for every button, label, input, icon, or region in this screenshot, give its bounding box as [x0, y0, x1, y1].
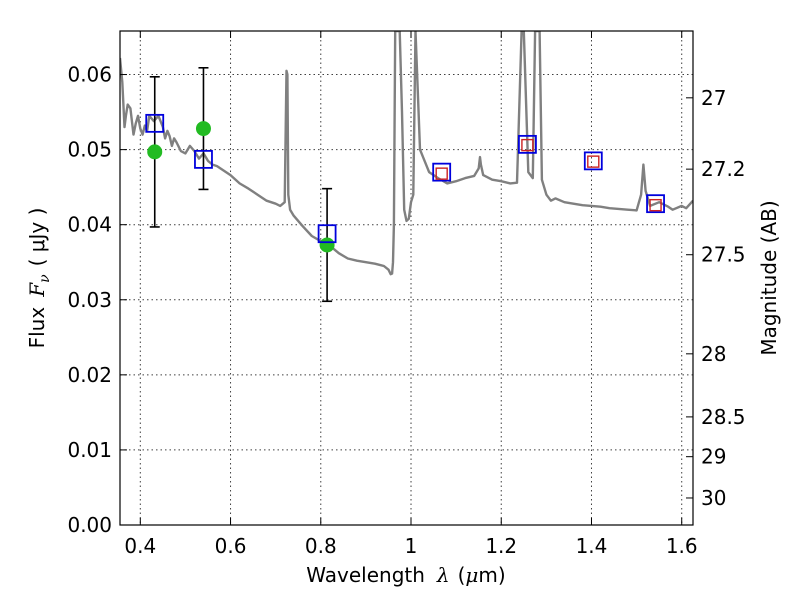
model-photometry-square — [317, 224, 337, 244]
y-tick-label: 0.00 — [67, 513, 112, 537]
predicted-flux-square — [521, 138, 534, 152]
y-tick-label: 0.04 — [67, 213, 112, 237]
model-photometry-squares — [145, 113, 665, 244]
x-tick-label: 1.2 — [485, 534, 517, 558]
plot-frame — [119, 30, 694, 526]
x-tick-label: 0.4 — [124, 534, 156, 558]
plot-area — [120, 31, 693, 303]
y-tick-label: 0.01 — [67, 438, 112, 462]
model-spectrum-line — [120, 31, 693, 276]
model-photometry-square — [432, 162, 452, 182]
y-tick-label: 0.02 — [67, 363, 112, 387]
model-photometry-square — [646, 194, 665, 214]
magnitude-tick-label: 28 — [701, 342, 726, 366]
predicted-flux-squares — [435, 138, 662, 212]
model-photometry-square — [145, 113, 165, 133]
grid-lines — [120, 31, 693, 526]
y-axis-ticks: 0.00 0.01 0.02 0.03 0.04 0.05 0.06 — [67, 63, 127, 537]
y-tick-label: 0.05 — [67, 138, 112, 162]
magnitude-tick-label: 27.2 — [701, 157, 746, 181]
y-tick-label: 0.06 — [67, 63, 112, 87]
magnitude-tick-label: 28.5 — [701, 405, 746, 429]
x-axis-ticks: 0.4 0.6 0.8 1 1.2 1.4 1.6 — [124, 31, 698, 558]
observed-point — [319, 237, 335, 253]
magnitude-axis-ticks: 27 27.2 27.5 28 28.5 29 30 — [686, 86, 746, 510]
predicted-flux-square — [587, 155, 600, 168]
magnitude-tick-label: 27.5 — [701, 243, 746, 267]
magnitude-tick-label: 27 — [701, 86, 726, 110]
x-tick-label: 0.6 — [215, 534, 247, 558]
observed-point — [147, 144, 163, 160]
observed-point — [195, 121, 211, 137]
observed-points — [147, 121, 335, 253]
x-tick-label: 1.6 — [666, 534, 698, 558]
y-tick-label: 0.03 — [67, 288, 112, 312]
magnitude-tick-label: 29 — [701, 445, 726, 469]
predicted-flux-square — [649, 198, 662, 212]
y-axis-label: FluxFν( μJy ) — [25, 208, 53, 349]
x-tick-label: 1 — [405, 534, 418, 558]
magnitude-axis-label: Magnitude (AB) — [757, 200, 781, 355]
x-tick-label: 0.8 — [305, 534, 337, 558]
model-photometry-square — [194, 149, 213, 169]
x-tick-label: 1.4 — [576, 534, 608, 558]
model-photometry-square — [583, 151, 603, 171]
model-photometry-square — [518, 134, 537, 154]
predicted-flux-square — [435, 167, 448, 180]
x-axis-label: Wavelength λ (μm) — [306, 563, 505, 587]
magnitude-tick-label: 30 — [701, 486, 726, 510]
